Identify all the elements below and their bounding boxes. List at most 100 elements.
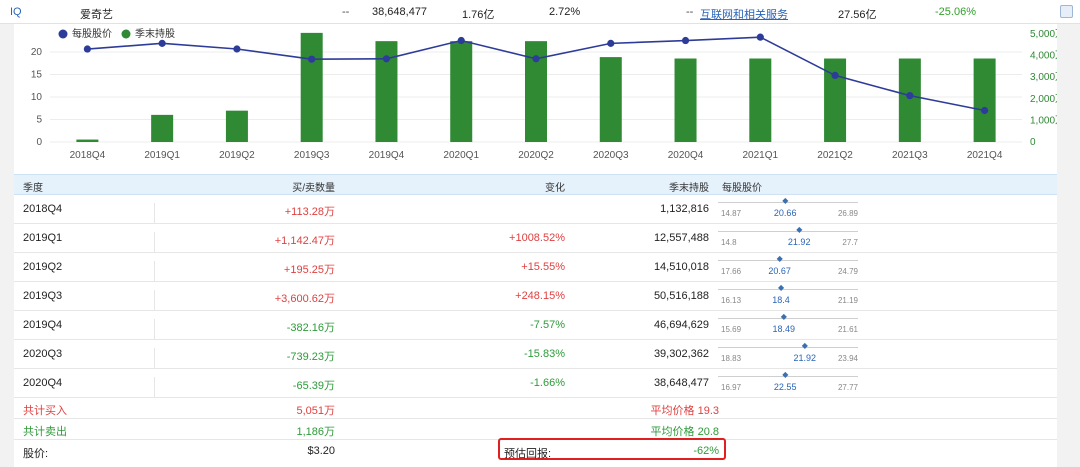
x-tick-label: 2020Q1 (443, 150, 479, 161)
holding-bar (375, 41, 398, 142)
column-divider (154, 377, 155, 397)
price-point (681, 36, 690, 45)
header-price: 每股股价 (722, 183, 762, 194)
y-right-tick: 1,000万 (1030, 115, 1057, 126)
range-high: 26.89 (837, 209, 858, 218)
range-marker-icon: ◆ (782, 370, 789, 379)
range-high: 23.94 (837, 354, 858, 363)
stock-summary-row: IQ 爱奇艺 -- 38,648,477 1.76亿 2.72% -- 互联网和… (0, 0, 1080, 24)
placeholder-dash-2: -- (686, 6, 694, 18)
row-quarter: 2019Q1 (23, 232, 63, 244)
row-amount: -382.16万 (286, 322, 335, 334)
range-track (718, 260, 858, 261)
price-point (981, 106, 989, 115)
range-marker-icon: ◆ (782, 196, 789, 205)
range-marker-icon: ◆ (776, 254, 783, 263)
range-low: 16.97 (721, 383, 742, 392)
market-cap: 27.56亿 (838, 9, 877, 21)
sum-sell-avg: 平均价格 20.8 (650, 426, 719, 438)
sum-sell-label: 共计卖出 (23, 426, 67, 438)
price-value: $3.20 (307, 445, 335, 457)
y-right-tick: 5,000万 (1030, 29, 1057, 40)
holding-percent: 2.72% (549, 6, 581, 18)
sum-sell-value: 1,186万 (296, 426, 335, 438)
x-tick-label: 2021Q2 (817, 150, 853, 161)
x-tick-label: 2018Q4 (70, 150, 106, 161)
range-low: 18.83 (721, 354, 742, 363)
range-low: 17.66 (721, 267, 742, 276)
row-amount: -739.23万 (286, 351, 335, 363)
range-high: 27.77 (837, 383, 858, 392)
holding-bar (151, 114, 174, 142)
return-label: 预估回报: (504, 448, 552, 460)
row-holding: 39,302,362 (653, 348, 709, 360)
price-point (532, 55, 540, 63)
price-point (382, 55, 391, 63)
x-tick-label: 2021Q4 (967, 150, 1003, 161)
table-row: 2020Q3 -739.23万 -15.83% 39,302,362 ◆ 18.83 21.… (14, 340, 1057, 369)
range-track (718, 376, 858, 377)
y-left-tick: 20 (31, 47, 43, 58)
y-right-tick: 0 (1030, 137, 1036, 148)
x-tick-label: 2019Q4 (369, 150, 405, 161)
holding-bar (76, 139, 99, 142)
row-quarter: 2020Q4 (23, 377, 63, 389)
holding-chart: 0 5 10 15 20 0 1,000万 2,000万 3,000万 4,000万 5,000万 2… (31, 27, 1057, 161)
header-change: 变化 (545, 183, 565, 194)
holding-detail-panel: 0 5 10 15 20 0 1,000万 2,000万 3,000万 4,000万 5,000万 2… (14, 24, 1057, 467)
holding-bar (898, 58, 921, 142)
y-left-tick: 0 (36, 137, 42, 148)
legend-price-icon (58, 29, 68, 39)
ticker-link[interactable]: IQ (10, 6, 22, 18)
price-point (83, 45, 91, 53)
range-track (718, 289, 858, 290)
range-marker-icon: ◆ (801, 341, 808, 350)
change-percent: -25.06% (935, 6, 976, 18)
price-point (233, 45, 241, 53)
chart-toggle-icon[interactable] (1060, 5, 1073, 18)
range-marker-icon: ◆ (796, 225, 803, 234)
range-low: 16.13 (721, 296, 742, 305)
y-left-tick: 15 (31, 70, 43, 81)
sum-sell-row: 共计卖出 1,186万 平均价格 20.8 (14, 419, 1057, 440)
range-current: 20.67 (768, 266, 791, 276)
range-current: 18.49 (772, 324, 796, 334)
column-divider (154, 261, 155, 281)
price-point (756, 33, 764, 41)
price-range-indicator: ◆ 16.97 22.55 27.77 (718, 369, 858, 398)
x-tick-label: 2019Q3 (294, 150, 330, 161)
industry-link[interactable]: 互联网和相关服务 (700, 9, 788, 21)
legend-holding-icon (121, 29, 131, 39)
placeholder-dash: -- (342, 6, 350, 18)
row-quarter: 2019Q3 (23, 290, 63, 302)
holding-bar (824, 58, 847, 142)
range-high: 27.7 (842, 238, 858, 247)
row-change: -7.57% (530, 319, 565, 331)
row-holding: 14,510,018 (653, 261, 709, 273)
row-change: -1.66% (530, 377, 565, 389)
company-name: 爱奇艺 (80, 9, 113, 21)
x-tick-label: 2020Q4 (668, 150, 704, 161)
table-row: 2019Q3 +3,600.62万 +248.15% 50,516,188 ◆ 16.13… (14, 282, 1057, 311)
range-current: 21.92 (787, 237, 811, 247)
header-holding: 季末持股 (669, 183, 709, 194)
holding-bar (973, 58, 996, 142)
legend-price-label: 每股股价 (72, 27, 112, 40)
sum-buy-avg: 平均价格 19.3 (650, 405, 719, 417)
price-range-indicator: ◆ 15.69 18.49 21.61 (718, 311, 858, 340)
price-point (831, 71, 839, 79)
range-low: 15.69 (721, 325, 742, 334)
table-row: 2019Q1 +1,142.47万 +1008.52% 12,557,488 ◆ 14.8… (14, 224, 1057, 253)
header-quarter: 季度 (23, 183, 43, 194)
range-current: 18.4 (772, 295, 790, 305)
y-right-tick: 2,000万 (1030, 94, 1057, 105)
column-divider (154, 232, 155, 252)
return-value: -62% (693, 445, 719, 457)
y-left-tick: 10 (31, 92, 43, 103)
return-highlight-box (498, 438, 726, 460)
range-high: 24.79 (837, 267, 858, 276)
table-row: 2020Q4 -65.39万 -1.66% 38,648,477 ◆ 16.97 22.55… (14, 369, 1057, 398)
row-change: -15.83% (524, 348, 565, 360)
range-current: 22.55 (773, 382, 797, 392)
table-row: 2019Q4 -382.16万 -7.57% 46,694,629 ◆ 15.69 18.4… (14, 311, 1057, 340)
